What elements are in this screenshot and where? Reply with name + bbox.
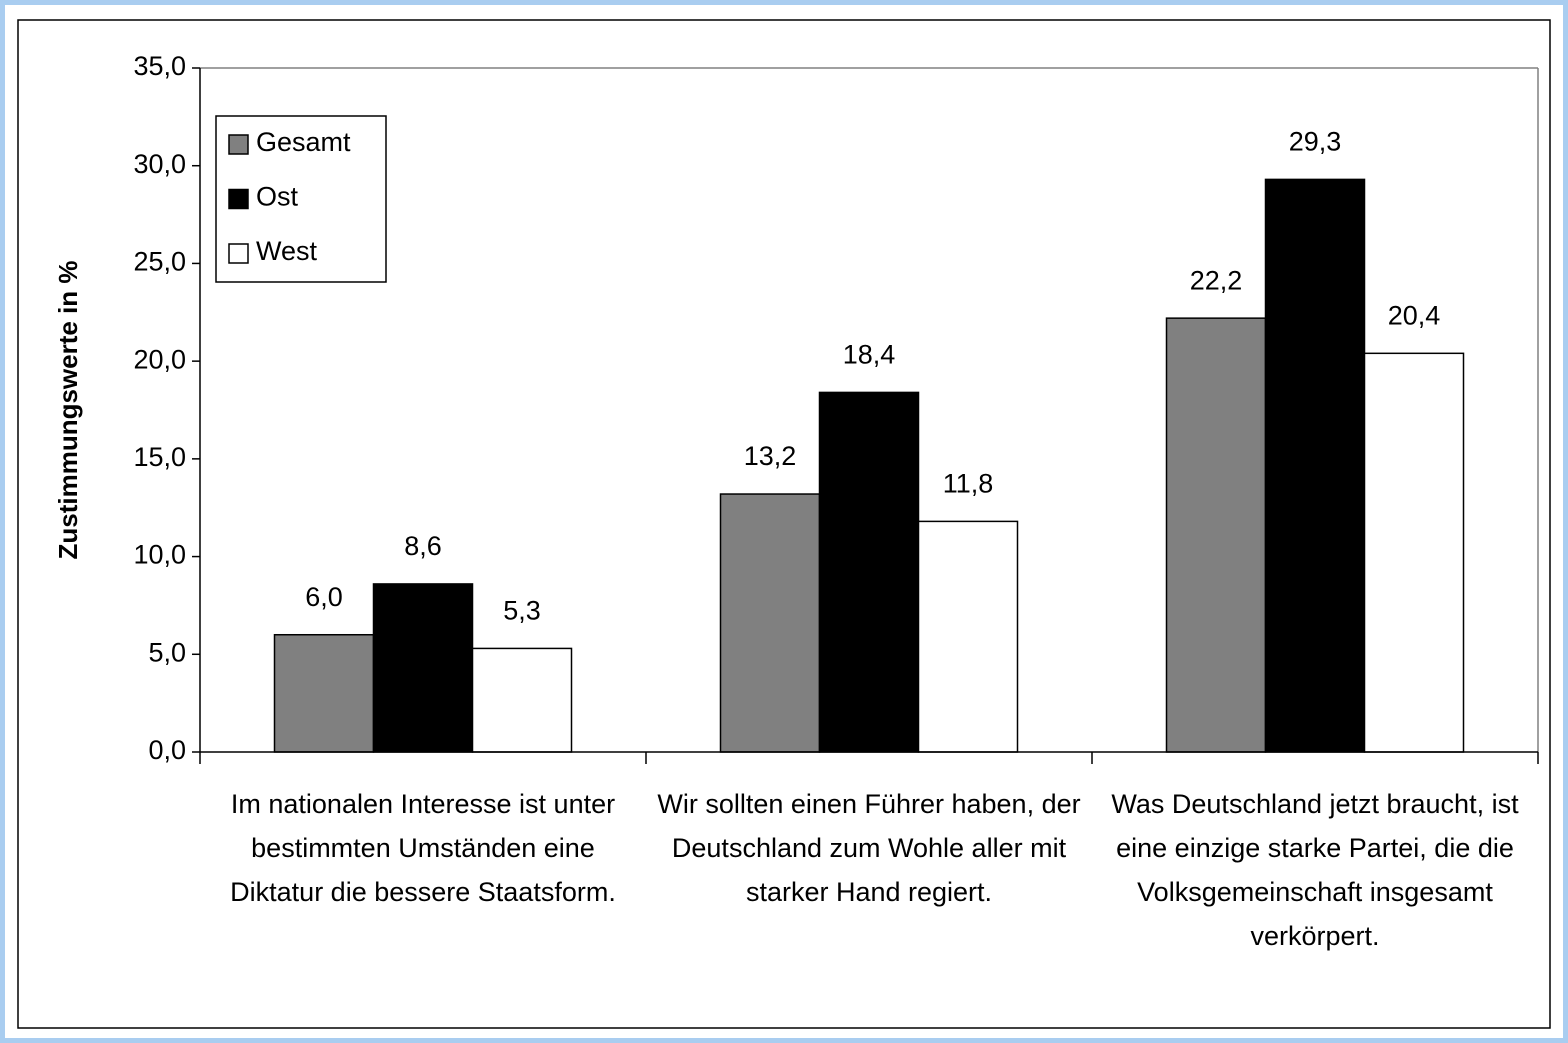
value-label: 13,2 <box>744 441 797 471</box>
bar <box>471 647 573 753</box>
y-tick-label: 30,0 <box>133 149 186 179</box>
bar <box>1363 352 1465 753</box>
bar <box>273 633 375 753</box>
value-label: 29,3 <box>1289 127 1342 157</box>
y-tick-label: 0,0 <box>148 735 186 765</box>
legend-label: Ost <box>256 182 299 212</box>
x-tick-label: Wir sollten einen Führer haben, der Deut… <box>657 789 1081 907</box>
legend-swatch <box>228 134 249 155</box>
y-tick-label: 25,0 <box>133 247 186 277</box>
y-tick-label: 5,0 <box>148 637 186 667</box>
y-axis-label: Zustimmungswerte in % <box>53 260 83 559</box>
bar <box>1264 178 1366 753</box>
value-label: 11,8 <box>943 469 994 499</box>
bar <box>372 583 474 753</box>
value-label: 22,2 <box>1190 265 1243 295</box>
y-tick-label: 15,0 <box>133 442 186 472</box>
x-tick-label: Was Deutschland jetzt braucht, ist eine … <box>1111 789 1519 951</box>
x-tick-label: Im nationalen Interesse ist unter bestim… <box>230 789 616 907</box>
bar <box>818 391 920 753</box>
value-label: 8,6 <box>404 531 442 561</box>
y-tick-label: 35,0 <box>133 51 186 81</box>
value-label: 5,3 <box>503 596 541 626</box>
bar <box>917 520 1019 753</box>
value-label: 20,4 <box>1388 300 1441 330</box>
legend-swatch <box>228 243 249 264</box>
legend-label: Gesamt <box>256 127 351 157</box>
y-tick-label: 10,0 <box>133 540 186 570</box>
bar <box>1165 317 1267 753</box>
y-tick-label: 20,0 <box>133 344 186 374</box>
legend-swatch <box>228 188 249 210</box>
legend-label: West <box>256 236 318 266</box>
value-label: 6,0 <box>305 582 343 612</box>
bar <box>719 493 821 753</box>
value-label: 18,4 <box>843 340 896 370</box>
